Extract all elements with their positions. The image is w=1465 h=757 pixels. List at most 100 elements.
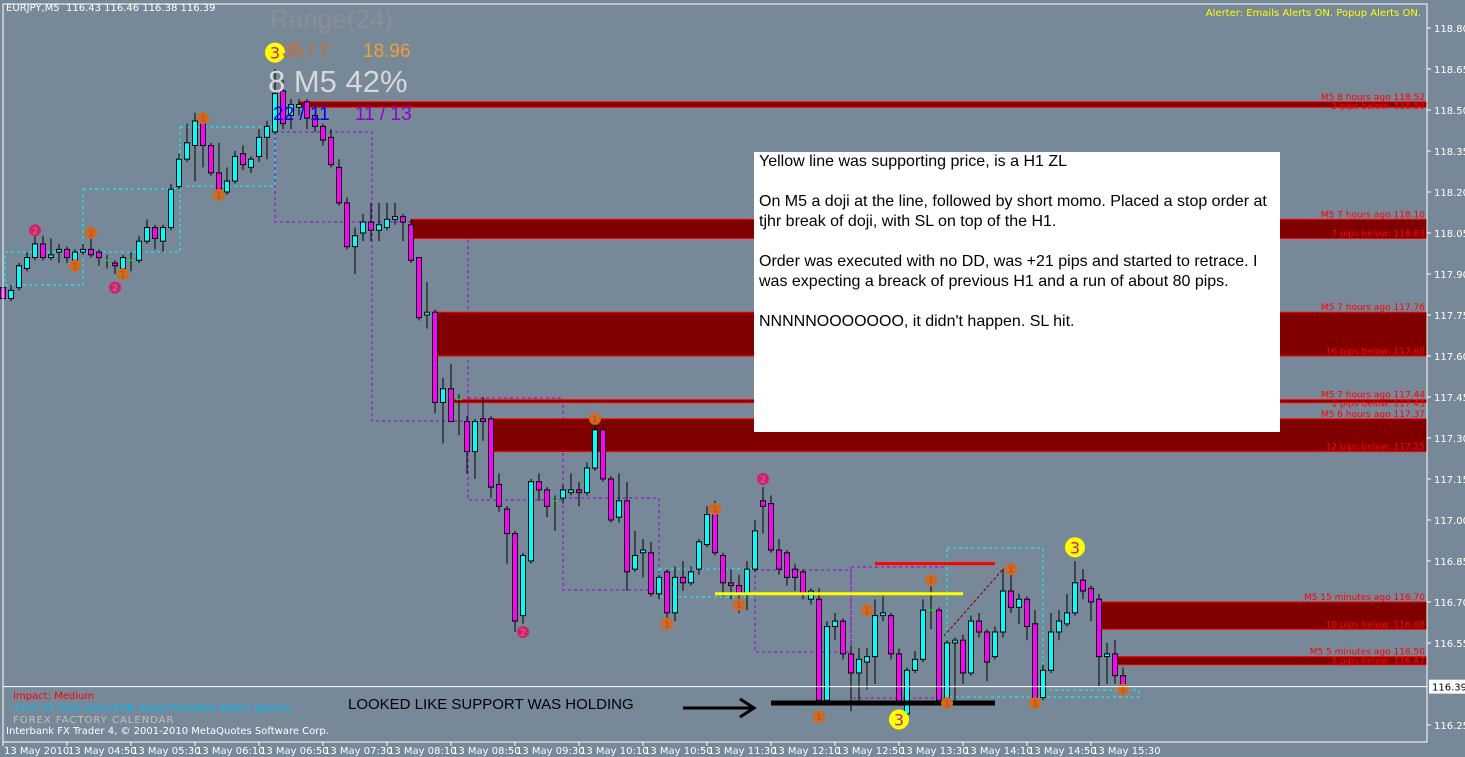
marker-1-icon — [709, 503, 721, 516]
marker-1-icon — [941, 697, 953, 710]
x-tick-label: 13 May 15:30 — [1092, 746, 1161, 757]
zone-label-bottom: 12 pips below: 117.25 — [1326, 443, 1425, 453]
marker-label: 3 — [894, 710, 904, 729]
marker-label: 1 — [1008, 566, 1014, 576]
marker-3-icon — [1065, 537, 1085, 558]
candle-bull — [32, 243, 38, 259]
marker-1-icon — [197, 112, 209, 125]
candle-bear — [680, 576, 686, 584]
candle-bear — [976, 620, 982, 633]
candle-bear — [536, 481, 542, 491]
candle-bear — [1024, 598, 1030, 628]
candle-bull — [472, 421, 478, 453]
annotation-note: Yellow line was supporting price, is a H… — [754, 152, 1280, 432]
x-tick-label: 13 May 11:30 — [708, 746, 777, 757]
candle-bear — [208, 145, 214, 174]
x-tick-label: 13 May 04:50 — [68, 746, 137, 757]
marker-label: 2 — [32, 227, 38, 237]
candle-bear — [784, 552, 790, 578]
candle-bear — [448, 388, 454, 423]
y-tick-label: 118.80 — [1434, 24, 1465, 35]
marker-1-icon — [1005, 563, 1017, 576]
marker-1-icon — [1029, 697, 1041, 710]
candle-bull — [176, 158, 182, 188]
candle-bull — [656, 576, 662, 595]
candle-bear — [432, 311, 438, 403]
candle-bear — [312, 114, 318, 127]
candle-bull — [864, 656, 870, 663]
x-tick-label: 13 May 06:50 — [260, 746, 329, 757]
candle-bull — [16, 265, 22, 289]
candle-bear — [1008, 590, 1014, 608]
candle-bear — [408, 224, 414, 261]
y-tick-label: 118.35 — [1434, 147, 1465, 158]
candle-bull — [256, 136, 262, 157]
y-tick-label: 116.85 — [1434, 557, 1465, 568]
x-tick-label: 13 May 13:30 — [900, 746, 969, 757]
marker-1-icon — [69, 259, 81, 272]
candle-bear — [344, 202, 350, 248]
candle-bull — [440, 388, 446, 403]
candle-bull — [144, 227, 150, 242]
candle-bull — [904, 669, 910, 715]
candle-bear — [960, 639, 966, 674]
candle-bull — [376, 224, 382, 231]
candle-bear — [512, 533, 518, 622]
candle-bear — [64, 248, 70, 259]
zone-label-top: M5 5 minutes ago 116.50 — [1310, 648, 1426, 658]
note-paragraph: Order was executed with no DD, was +21 p… — [759, 253, 1258, 290]
x-tick-label: 13 May 08:50 — [452, 746, 521, 757]
symbol-header: EURJPY,M5 116.43 116.46 116.38 116.39 — [6, 3, 215, 14]
candle-bear — [400, 216, 406, 223]
y-tick-label: 118.50 — [1434, 106, 1465, 117]
candle-bull — [568, 489, 574, 494]
x-tick-label: 13 May 2010 — [4, 746, 69, 757]
range-box — [946, 547, 1044, 698]
candle-bear — [488, 418, 494, 488]
candle-bull — [184, 142, 190, 160]
candle-bull — [1016, 598, 1022, 608]
zone-label-bottom: 3 pips below: 116.47 — [1331, 657, 1425, 667]
marker-label: 1 — [72, 262, 78, 272]
ratio-2: 22 / 11 — [273, 104, 330, 125]
x-tick-label: 13 May 14:10 — [964, 746, 1033, 757]
candle-bull — [8, 289, 14, 300]
candle-bear — [792, 568, 798, 578]
candle-bull — [968, 620, 974, 674]
current-price-box — [1429, 679, 1465, 694]
candle-bear — [504, 508, 510, 535]
marker-label: 1 — [664, 620, 670, 630]
x-tick-label: 13 May 12:50 — [836, 746, 905, 757]
candle-bull — [1056, 620, 1062, 633]
x-tick-label: 13 May 10:10 — [580, 746, 649, 757]
y-tick-label: 118.65 — [1434, 65, 1465, 76]
x-tick-label: 13 May 14:50 — [1028, 746, 1097, 757]
y-tick-label: 116.55 — [1434, 639, 1465, 650]
candle-bull — [352, 235, 358, 248]
candle-bear — [216, 172, 222, 190]
y-tick-label: 117.00 — [1434, 516, 1465, 527]
zone-label-top: M5 15 minutes ago 116.70 — [1304, 593, 1425, 603]
current-price-label: 116.39 — [1432, 683, 1465, 694]
marker-1-icon — [861, 604, 873, 617]
marker-label: 1 — [816, 713, 822, 723]
candle-bear — [240, 153, 246, 166]
candle-bull — [120, 257, 126, 270]
candle-bear — [368, 221, 374, 231]
marker-2-icon — [757, 472, 769, 485]
axes: 118.80 118.65 118.50 118.35 118.20 118.05 117.… — [2, 3, 1465, 757]
marker-label: 1 — [1120, 686, 1126, 696]
candle-bear — [840, 620, 846, 655]
zone-label-top: M5 8 hours ago 118.52 — [1321, 93, 1425, 103]
candle-bear — [984, 631, 990, 663]
marker-label: 1 — [120, 270, 126, 280]
note-paragraph: Yellow line was supporting price, is a H… — [759, 153, 1068, 170]
candle-bull — [704, 513, 710, 546]
x-tick-label: 13 May 09:30 — [516, 746, 585, 757]
candle-bull — [944, 642, 950, 701]
candle-bear — [768, 503, 774, 551]
candle-bull — [872, 615, 878, 658]
marker-3-icon — [889, 709, 909, 730]
candle-bull — [168, 188, 174, 229]
